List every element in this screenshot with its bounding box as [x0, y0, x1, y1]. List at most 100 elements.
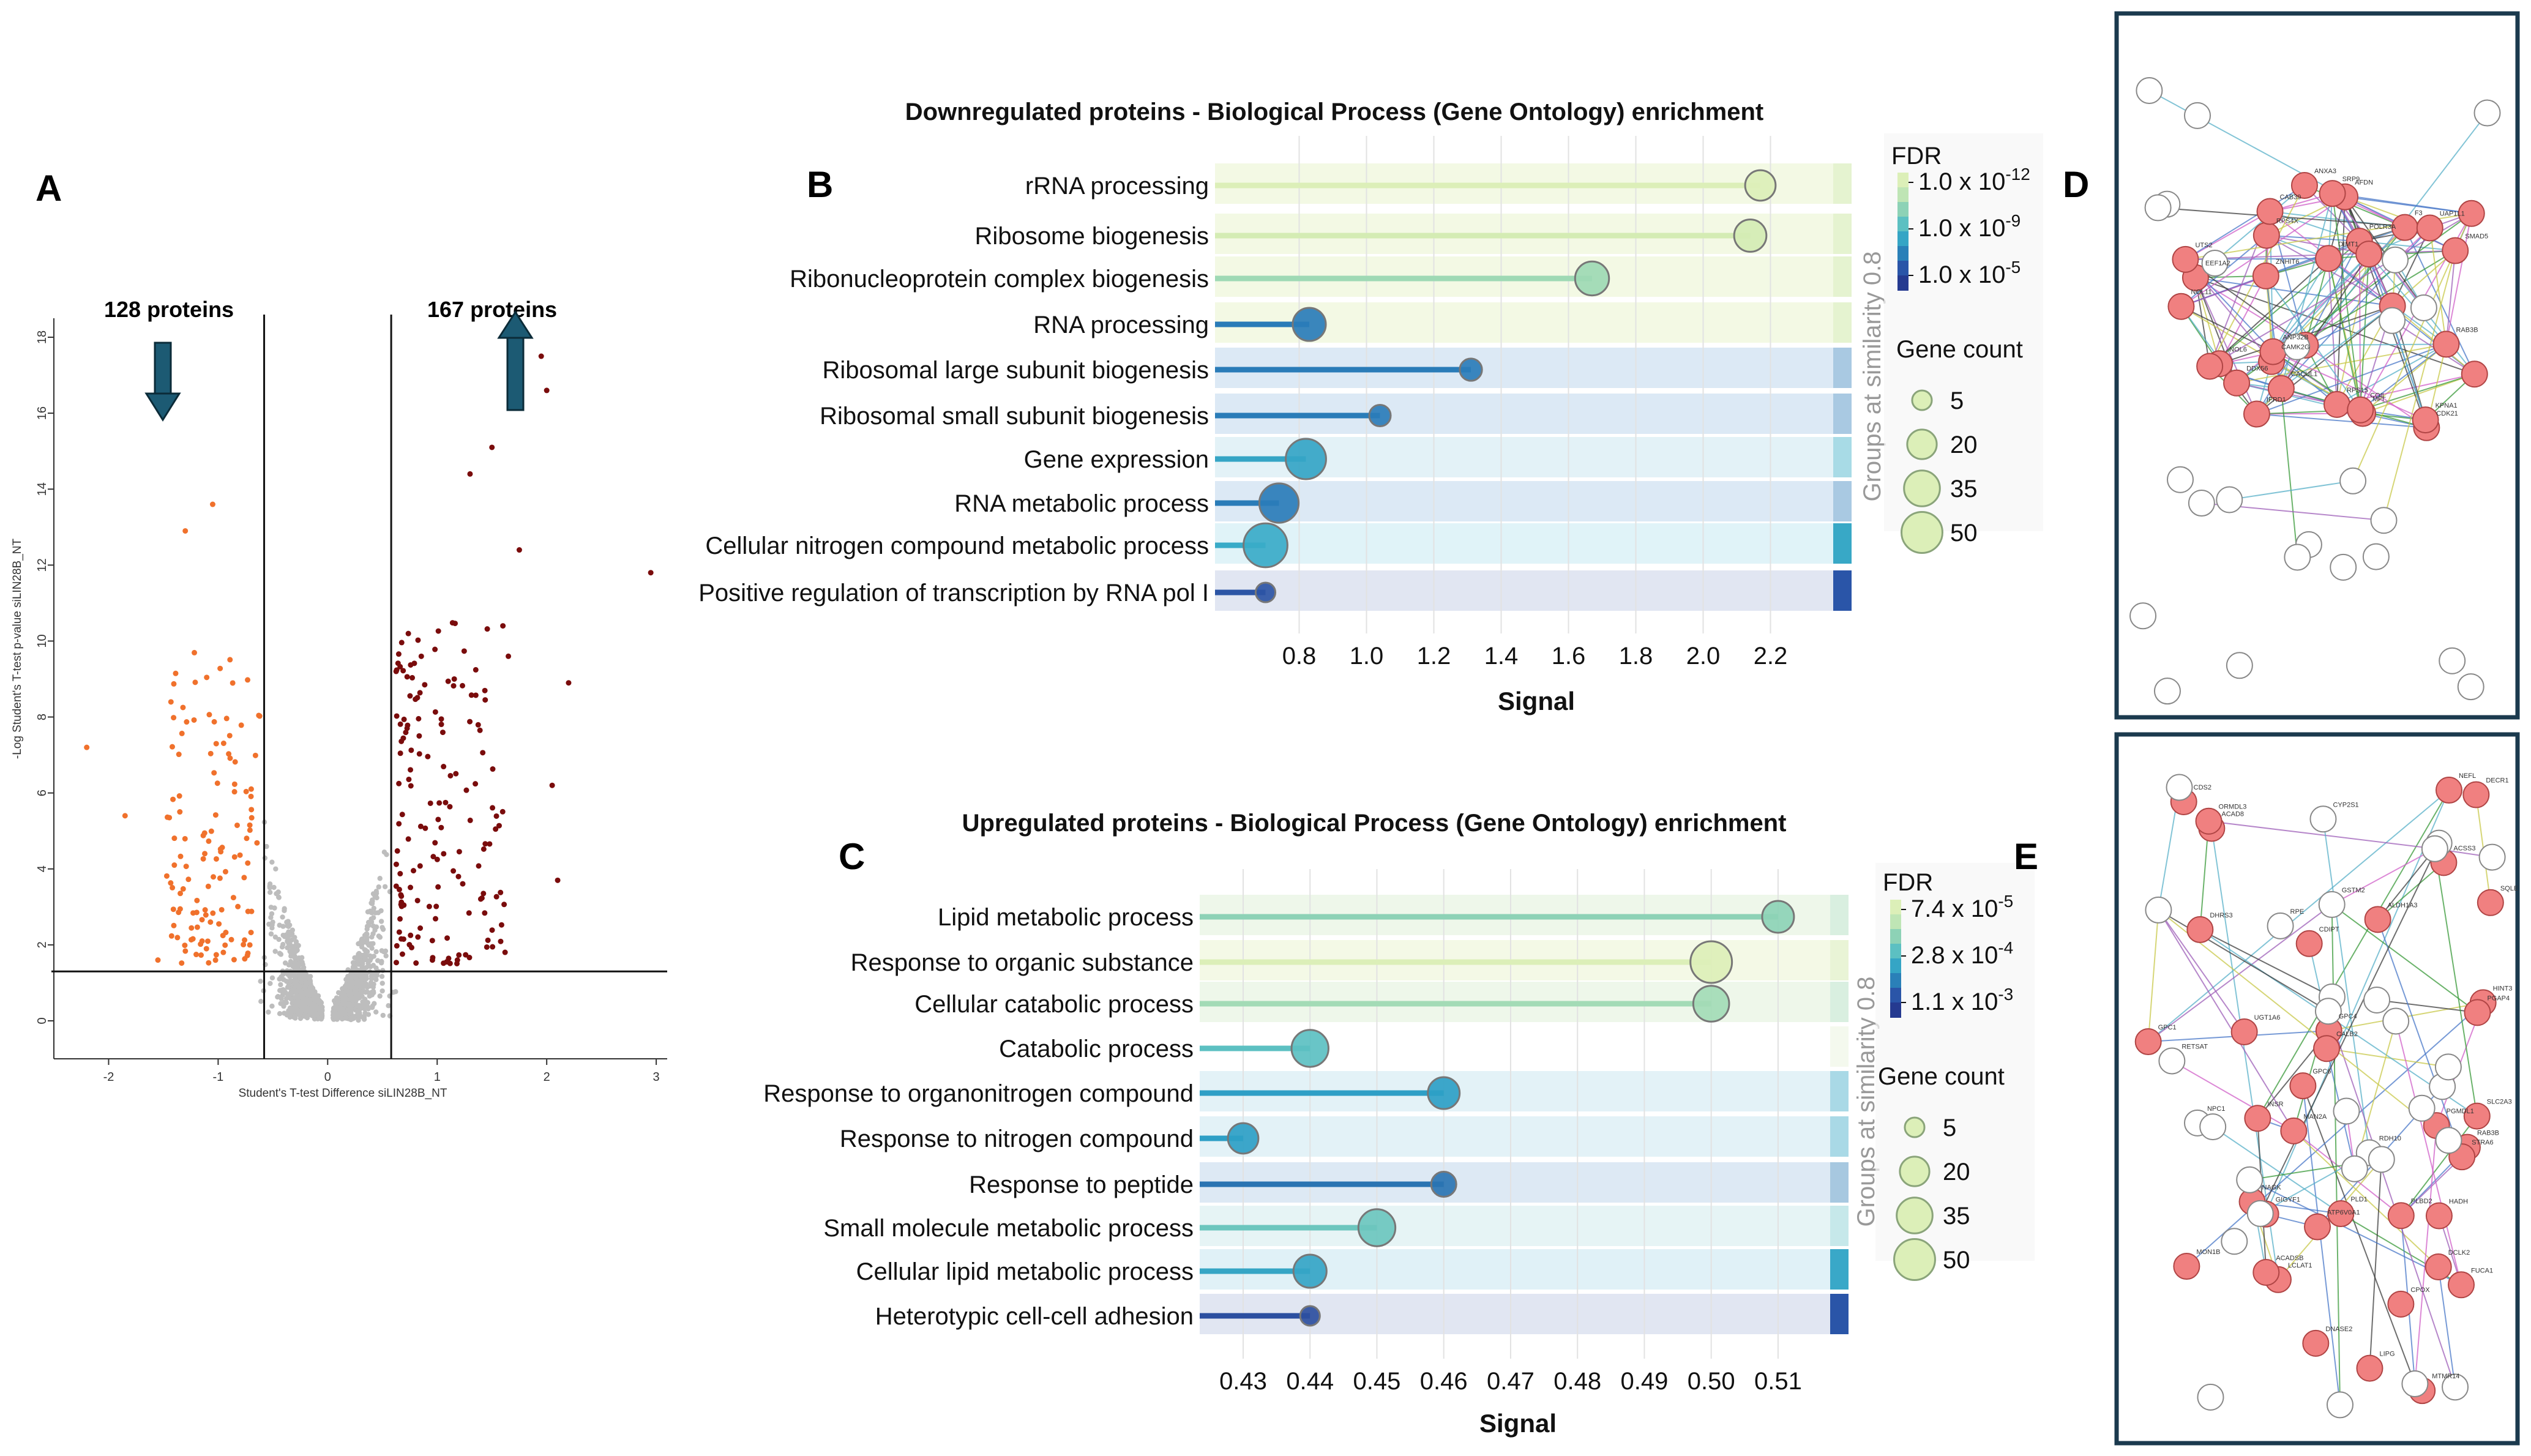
- legend-gene-count-label: 20: [1943, 1159, 1970, 1185]
- chart-x-tick-label: 1.2: [1417, 643, 1451, 670]
- volcano-point-down: [248, 793, 254, 799]
- network-edge: [2305, 241, 2360, 346]
- network-edge: [2158, 909, 2295, 1132]
- network-node: [2363, 986, 2391, 1014]
- chart-point: [1574, 260, 1610, 297]
- volcano-point-ns: [382, 884, 388, 889]
- volcano-point-up: [425, 753, 431, 760]
- volcano-point-ns: [280, 924, 286, 929]
- volcano-point-up: [416, 733, 422, 739]
- chart-b-groups-label: Groups at similarity 0.8: [1859, 251, 1886, 501]
- volcano-point-down: [211, 874, 217, 880]
- volcano-point-up: [417, 925, 424, 931]
- volcano-point-ns: [369, 946, 375, 951]
- network-node-hit: [2412, 406, 2439, 434]
- volcano-point-up: [544, 387, 550, 394]
- network-edge: [2445, 250, 2456, 345]
- network-node: [2197, 1383, 2224, 1411]
- volcano-point-down: [216, 921, 222, 927]
- legend-fdr-gradient-swatch: [1897, 187, 1909, 203]
- panel-a-letter: A: [36, 168, 62, 209]
- volcano-point-ns: [299, 993, 304, 998]
- chart-category-label: RNA metabolic process: [954, 490, 1209, 517]
- volcano-point-down: [194, 924, 200, 930]
- network-edge: [2257, 790, 2450, 1119]
- volcano-point-ns: [299, 959, 305, 965]
- volcano-point-down: [252, 752, 258, 758]
- volcano-point-up: [407, 693, 413, 699]
- network-node: [2145, 896, 2172, 924]
- volcano-point-down: [122, 813, 128, 819]
- volcano-point-ns: [305, 1013, 310, 1019]
- network-node: [2267, 912, 2294, 939]
- volcano-point-up: [408, 747, 414, 753]
- volcano-point-down: [199, 938, 205, 944]
- volcano-point-ns: [292, 976, 298, 982]
- volcano-point-up: [393, 861, 399, 867]
- chart-point: [1459, 357, 1483, 382]
- legend-fdr-gradient-swatch: [1897, 275, 1909, 291]
- panel-d-letter: D: [2063, 164, 2089, 205]
- legend-fdr-label: 1.0 x 10-9: [1918, 211, 2021, 242]
- volcano-point-ns: [340, 1001, 346, 1007]
- legend-fdr-gradient-swatch: [1890, 973, 1901, 988]
- volcano-point-ns: [294, 988, 301, 994]
- network-node-label: LIPG: [2379, 1351, 2395, 1358]
- network-node: [2330, 553, 2357, 581]
- volcano-point-up: [433, 916, 439, 922]
- network-node-label: GIGYF1: [2276, 1197, 2300, 1204]
- volcano-point-ns: [275, 994, 281, 999]
- volcano-point-ns: [269, 859, 275, 865]
- chart-category-label: Ribosome biogenesis: [975, 223, 1209, 250]
- volcano-point-ns: [273, 866, 279, 872]
- volcano-point-down: [227, 657, 233, 663]
- volcano-point-up: [394, 713, 400, 719]
- volcano-point-ns: [288, 996, 294, 1002]
- volcano-point-down: [213, 741, 219, 747]
- panel-c-letter: C: [839, 836, 865, 877]
- volcano-point-down: [226, 733, 233, 739]
- volcano-point-ns: [353, 987, 359, 993]
- volcano-point-down: [204, 938, 211, 944]
- volcano-point-up: [467, 817, 473, 823]
- network-node: [2221, 1228, 2248, 1255]
- network-node-label: GPC6: [2312, 1068, 2331, 1075]
- chart-category-label: Cellular nitrogen compound metabolic pro…: [705, 532, 1209, 559]
- volcano-point-down: [207, 919, 214, 925]
- volcano-point-ns: [308, 997, 314, 1003]
- volcano-point-ns: [267, 889, 273, 895]
- volcano-point-ns: [272, 949, 278, 954]
- network-node: [2188, 490, 2215, 517]
- network-node-label: SQLE: [2500, 885, 2518, 892]
- chart-group-bar: [1830, 940, 1849, 980]
- network-node-hit: [2463, 1102, 2491, 1130]
- volcano-point-up: [441, 764, 447, 770]
- volcano-point-ns: [288, 950, 294, 957]
- volcano-point-down: [185, 876, 192, 883]
- volcano-point-down: [232, 759, 238, 765]
- legend-gene-count-label: 20: [1950, 431, 1978, 458]
- network-node-label: CDS2: [2194, 784, 2211, 791]
- chart-point: [1292, 1253, 1328, 1289]
- volcano-point-ns: [384, 852, 389, 857]
- network-node-label: UAP1L1: [2440, 210, 2465, 217]
- volcano-point-ns: [283, 996, 290, 1001]
- network-node: [2379, 307, 2406, 334]
- volcano-point-ns: [355, 958, 361, 963]
- volcano-point-ns: [297, 999, 303, 1005]
- network-node-label: UGT1A6: [2254, 1014, 2281, 1021]
- chart-group-bar: [1833, 256, 1852, 297]
- network-node-label: RPS15: [2347, 387, 2368, 394]
- network-edge: [2437, 1266, 2456, 1387]
- network-node-label: DHRS3: [2210, 912, 2232, 919]
- volcano-point-down: [213, 952, 219, 958]
- network-node-label: CALB2: [2336, 1031, 2358, 1038]
- chart-group-bar: [1830, 895, 1849, 935]
- chart-point: [1243, 522, 1288, 569]
- chart-group-bar: [1833, 163, 1852, 204]
- volcano-point-down: [230, 895, 236, 901]
- volcano-point-up: [516, 547, 522, 553]
- volcano-point-ns: [373, 965, 379, 971]
- chart-row-background: [1215, 481, 1836, 521]
